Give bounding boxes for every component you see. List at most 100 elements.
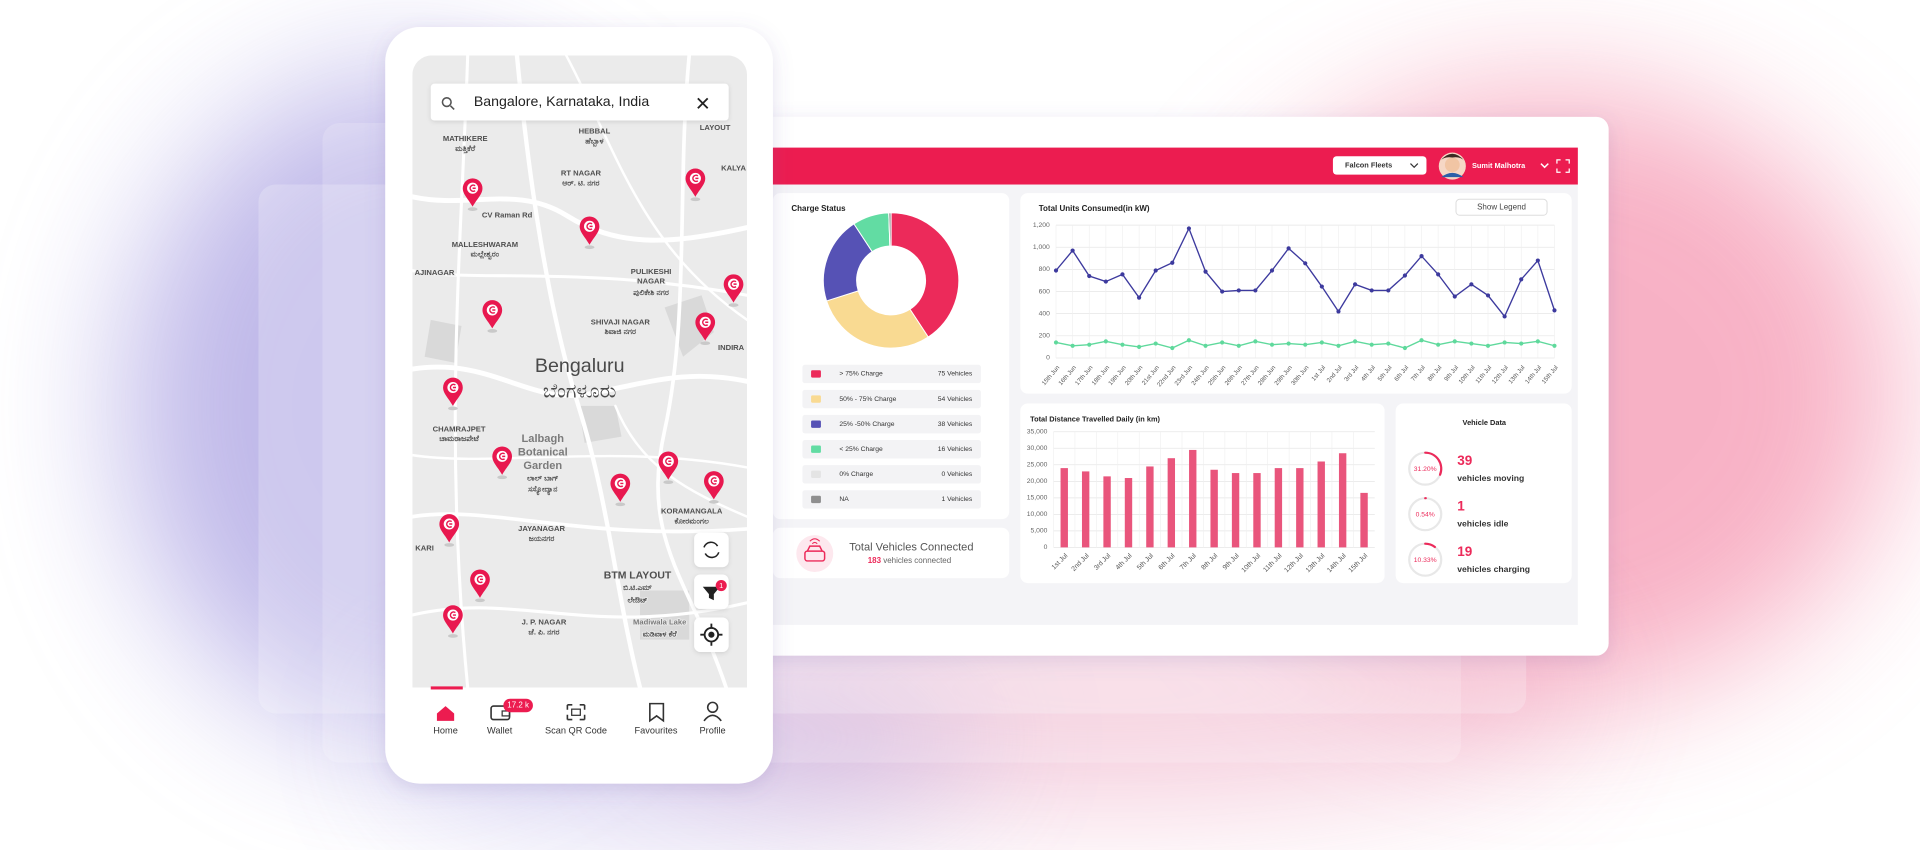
pie-slice (888, 212, 892, 247)
panel (1020, 193, 1572, 394)
legend-value: 0 Vehicles (942, 471, 973, 478)
line-point (1220, 340, 1225, 345)
pin-shadow (700, 341, 711, 346)
legend-label: < 25% Charge (839, 446, 883, 453)
bar (1338, 453, 1347, 548)
pin-shadow (690, 197, 701, 202)
y-tick-label: 200 (1039, 333, 1051, 340)
line-point (1286, 246, 1291, 251)
line-point (1502, 314, 1507, 319)
map-label: Garden (523, 460, 562, 472)
map-label: MALLESHWARAM (452, 240, 518, 249)
y-tick-label: 35,000 (1027, 429, 1048, 436)
map-label: ಆರ್. ಟಿ. ನಗರ (562, 178, 600, 187)
pin-glyph (730, 280, 737, 288)
line-point (1220, 289, 1225, 294)
bar (1231, 473, 1240, 548)
panel (772, 527, 1010, 579)
dashboard: Falcon Fleets Sumit Malhotra Charge Stat… (738, 116, 1609, 656)
line-point (1170, 345, 1175, 351)
line-point (1103, 339, 1108, 344)
map-label: ಜಯನಗರ (529, 534, 556, 543)
pin-glyph (469, 184, 476, 192)
legend-row (802, 414, 981, 434)
pin-glyph (449, 383, 456, 392)
map-label: ಮತ್ತಿಕೆರೆ (455, 144, 476, 154)
nav-label: Favourites (634, 726, 677, 736)
legend-button[interactable] (1455, 198, 1548, 216)
legend-swatch (811, 370, 821, 378)
pin-glyph (665, 457, 672, 466)
fleet-select[interactable] (1332, 156, 1427, 175)
line-point (1519, 341, 1524, 346)
line-point (1535, 258, 1540, 263)
clear-button[interactable] (697, 97, 709, 109)
user-menu[interactable] (1540, 163, 1549, 169)
pin-shadow (448, 406, 458, 411)
pie-slice (825, 290, 929, 349)
pie-slice (890, 212, 960, 338)
map-label: PULIKESHI (631, 267, 672, 276)
search-bar[interactable] (430, 83, 729, 121)
line-point (1502, 340, 1507, 345)
wallet-badge: 17.2 k (507, 701, 529, 710)
refresh-button[interactable] (694, 532, 729, 568)
line-point (1369, 342, 1374, 347)
search-text: Bangalore, Karnataka, India (474, 93, 649, 109)
filter-badge: 1 (719, 581, 723, 590)
fullscreen-icon[interactable] (1556, 159, 1570, 173)
legend-swatch (811, 470, 821, 479)
y-tick-label: 10,000 (1027, 511, 1048, 518)
line-point (1485, 343, 1491, 348)
line-point (1336, 309, 1341, 314)
line-point (1070, 343, 1075, 348)
pin-shadow (663, 480, 674, 485)
vehicle-count: 1 (1457, 498, 1465, 513)
line-point (1552, 343, 1557, 348)
line-point (1286, 341, 1291, 346)
line-point (1436, 342, 1441, 347)
pin-shadow (708, 500, 719, 504)
pin-shadow (615, 502, 626, 507)
bar (1103, 476, 1111, 548)
vehicle-status: vehicles idle (1457, 518, 1508, 528)
line-point (1402, 345, 1408, 351)
line-point (1269, 268, 1275, 273)
legend-label: NA (839, 496, 849, 503)
map-label: JAYANAGAR (518, 524, 565, 533)
bar (1360, 492, 1368, 548)
line-point (1386, 288, 1391, 293)
line-point (1419, 338, 1424, 343)
pin-glyph (449, 611, 456, 619)
line-point (1103, 279, 1108, 284)
legend-swatch (811, 395, 821, 403)
avatar[interactable] (1438, 152, 1466, 180)
legend-row (802, 440, 981, 459)
line-point (1153, 341, 1158, 346)
panel-title: Total Distance Travelled Daily (in km) (1030, 414, 1160, 423)
legend-label: 50% - 75% Charge (839, 396, 896, 403)
search-icon (441, 96, 452, 108)
connected-count: 183 (868, 556, 882, 565)
bar (1296, 468, 1304, 548)
y-tick-label: 5,000 (1030, 528, 1047, 535)
connected-title: Total Vehicles Connected (849, 541, 973, 553)
bar (1146, 466, 1154, 548)
y-tick-label: 30,000 (1027, 445, 1048, 452)
vehicle-status: vehicles moving (1457, 473, 1524, 483)
line-point (1419, 254, 1424, 259)
bar (1189, 449, 1197, 548)
line-point (1386, 341, 1391, 346)
map-label: ಲಾಲ್ ಬಾಗ್ (527, 474, 559, 483)
line-point (1269, 342, 1275, 347)
y-tick-label: 0 (1046, 355, 1050, 362)
line-point (1485, 293, 1491, 298)
nav-label: Wallet (487, 726, 513, 736)
ring-label: 10.33% (1414, 557, 1437, 564)
panel-title: Total Units Consumed(in kW) (1039, 204, 1150, 213)
line-point (1469, 341, 1474, 346)
bar (1274, 468, 1283, 548)
line-point (1452, 294, 1457, 299)
